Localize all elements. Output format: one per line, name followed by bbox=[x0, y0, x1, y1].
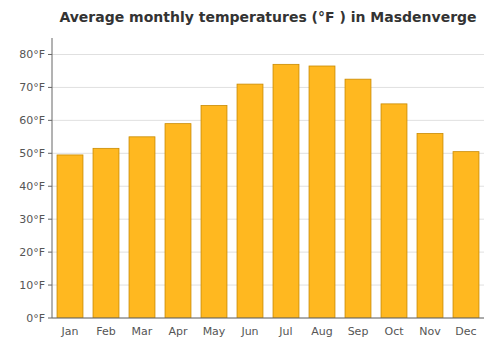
x-tick-label: Aug bbox=[311, 325, 332, 338]
bar bbox=[345, 79, 371, 318]
bar bbox=[309, 66, 335, 318]
y-tick-label: 70°F bbox=[19, 81, 45, 94]
grid bbox=[52, 54, 484, 318]
x-tick-label: Jul bbox=[278, 325, 292, 338]
bar bbox=[201, 106, 227, 318]
y-tick bbox=[48, 318, 52, 319]
bar bbox=[237, 84, 263, 318]
bar bbox=[453, 152, 479, 318]
grid-line bbox=[52, 87, 484, 88]
bar bbox=[165, 124, 191, 318]
chart-container: Average monthly temperatures (°F ) in Ma… bbox=[0, 0, 500, 350]
y-axis-line bbox=[52, 38, 53, 318]
y-tick bbox=[48, 54, 52, 55]
x-tick-label: Feb bbox=[96, 325, 115, 338]
x-tick-label: Mar bbox=[132, 325, 153, 338]
y-tick bbox=[48, 219, 52, 220]
bar bbox=[417, 134, 443, 318]
x-tick-label: May bbox=[203, 325, 226, 338]
bars bbox=[57, 64, 479, 318]
grid-line bbox=[52, 318, 484, 319]
y-tick bbox=[48, 120, 52, 121]
chart-svg: Average monthly temperatures (°F ) in Ma… bbox=[0, 0, 500, 350]
x-tick-label: Oct bbox=[384, 325, 404, 338]
x-tick-label: Dec bbox=[455, 325, 476, 338]
y-tick bbox=[48, 252, 52, 253]
y-tick bbox=[48, 285, 52, 286]
y-tick-label: 10°F bbox=[19, 279, 45, 292]
bar bbox=[381, 104, 407, 318]
y-tick-label: 60°F bbox=[19, 114, 45, 127]
grid-line bbox=[52, 54, 484, 55]
chart-title: Average monthly temperatures (°F ) in Ma… bbox=[59, 9, 476, 25]
x-tick-label: Apr bbox=[168, 325, 188, 338]
x-tick-label: Jan bbox=[61, 325, 79, 338]
y-tick-label: 0°F bbox=[26, 312, 45, 325]
y-tick-label: 40°F bbox=[19, 180, 45, 193]
x-axis-line bbox=[52, 318, 484, 319]
y-tick bbox=[48, 153, 52, 154]
bar bbox=[273, 64, 299, 318]
y-tick bbox=[48, 87, 52, 88]
y-tick-label: 50°F bbox=[19, 147, 45, 160]
y-tick-label: 30°F bbox=[19, 213, 45, 226]
x-tick-label: Nov bbox=[419, 325, 441, 338]
bar bbox=[129, 137, 155, 318]
x-tick-label: Sep bbox=[348, 325, 369, 338]
grid-line bbox=[52, 120, 484, 121]
bar bbox=[93, 148, 119, 318]
y-tick bbox=[48, 186, 52, 187]
y-tick-label: 20°F bbox=[19, 246, 45, 259]
x-tick-label: Jun bbox=[240, 325, 258, 338]
bar bbox=[57, 155, 83, 318]
y-tick-label: 80°F bbox=[19, 48, 45, 61]
